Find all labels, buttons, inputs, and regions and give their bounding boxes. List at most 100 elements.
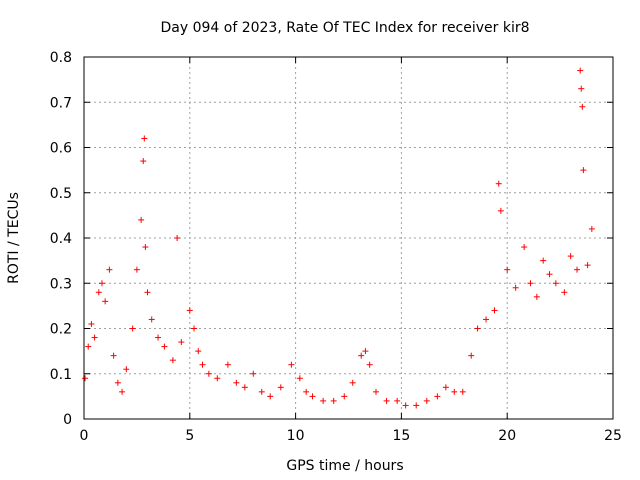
data-point: [527, 280, 534, 287]
data-point: [161, 343, 168, 350]
data-point: [296, 375, 303, 382]
data-point: [495, 180, 502, 187]
data-point: [102, 298, 109, 305]
data-point: [383, 397, 390, 404]
data-point: [133, 266, 140, 273]
data-point: [98, 280, 105, 287]
data-point: [214, 375, 221, 382]
data-point: [402, 402, 409, 409]
y-tick-label: 0.7: [50, 95, 72, 111]
y-axis: 0 0.1 0.2 0.3 0.4 0.5 0.6 0.7 0.8: [50, 50, 613, 428]
data-point: [129, 325, 136, 332]
data-point: [540, 257, 547, 264]
data-point: [82, 375, 89, 382]
plot-frame: [83, 56, 614, 420]
data-point: [434, 393, 441, 400]
data-point: [362, 348, 369, 355]
y-tick-label: 0.3: [50, 276, 72, 292]
data-point: [148, 316, 155, 323]
data-point: [95, 289, 102, 296]
data-point: [233, 379, 240, 386]
data-point: [241, 384, 248, 391]
data-point: [119, 388, 126, 395]
data-point: [474, 325, 481, 332]
y-tick-label: 0.4: [50, 231, 72, 247]
data-point: [567, 253, 574, 260]
data-point: [533, 293, 540, 300]
data-point: [114, 379, 121, 386]
data-point: [199, 361, 206, 368]
data-point: [459, 388, 466, 395]
data-point: [303, 388, 310, 395]
data-point: [574, 266, 581, 273]
x-tick-label: 25: [604, 428, 622, 444]
data-point: [512, 284, 519, 291]
data-point: [277, 384, 284, 391]
data-point: [138, 216, 145, 223]
data-point: [580, 167, 587, 174]
x-tick-label: 5: [185, 428, 194, 444]
data-point: [358, 352, 365, 359]
data-point: [110, 352, 117, 359]
data-point: [588, 225, 595, 232]
data-point: [178, 339, 185, 346]
data-point: [546, 271, 553, 278]
data-point: [394, 397, 401, 404]
x-tick-label: 10: [287, 428, 305, 444]
data-point: [186, 307, 193, 314]
y-tick-label: 0.2: [50, 322, 72, 338]
data-points: [82, 67, 595, 409]
y-tick-label: 0.1: [50, 367, 72, 383]
data-point: [442, 384, 449, 391]
data-point: [349, 379, 356, 386]
y-axis-label: ROTI / TECUs: [6, 192, 22, 284]
data-point: [521, 244, 528, 251]
data-point: [578, 85, 585, 92]
data-point: [123, 366, 130, 373]
y-tick-label: 0: [63, 412, 72, 428]
data-point: [250, 370, 257, 377]
data-point: [561, 289, 568, 296]
data-point: [258, 388, 265, 395]
data-point: [366, 361, 373, 368]
data-point: [451, 388, 458, 395]
y-tick-label: 0.5: [50, 186, 72, 202]
data-point: [330, 397, 337, 404]
data-point: [483, 316, 490, 323]
data-point: [584, 262, 591, 269]
data-point: [468, 352, 475, 359]
data-point: [141, 135, 148, 142]
chart-title: Day 094 of 2023, Rate Of TEC Index for r…: [160, 20, 529, 36]
data-point: [288, 361, 295, 368]
data-point: [579, 103, 586, 110]
x-tick-label: 0: [80, 428, 89, 444]
data-point: [169, 357, 176, 364]
data-point: [577, 67, 584, 74]
x-tick-label: 15: [392, 428, 410, 444]
grid-lines: [84, 57, 613, 419]
data-point: [191, 325, 198, 332]
data-point: [309, 393, 316, 400]
data-point: [491, 307, 498, 314]
data-point: [106, 266, 113, 273]
data-point: [267, 393, 274, 400]
data-point: [85, 343, 92, 350]
data-point: [423, 397, 430, 404]
data-point: [91, 334, 98, 341]
data-point: [373, 388, 380, 395]
data-point: [174, 235, 181, 241]
data-point: [140, 158, 147, 165]
data-point: [88, 320, 95, 327]
data-point: [320, 397, 327, 404]
data-point: [144, 289, 151, 296]
data-point: [552, 280, 559, 287]
data-point: [224, 361, 231, 368]
data-point: [205, 370, 212, 377]
data-point: [341, 393, 348, 400]
data-point: [497, 207, 504, 214]
x-tick-label: 20: [498, 428, 516, 444]
data-point: [413, 402, 420, 409]
data-point: [142, 244, 149, 251]
data-point: [155, 334, 162, 341]
